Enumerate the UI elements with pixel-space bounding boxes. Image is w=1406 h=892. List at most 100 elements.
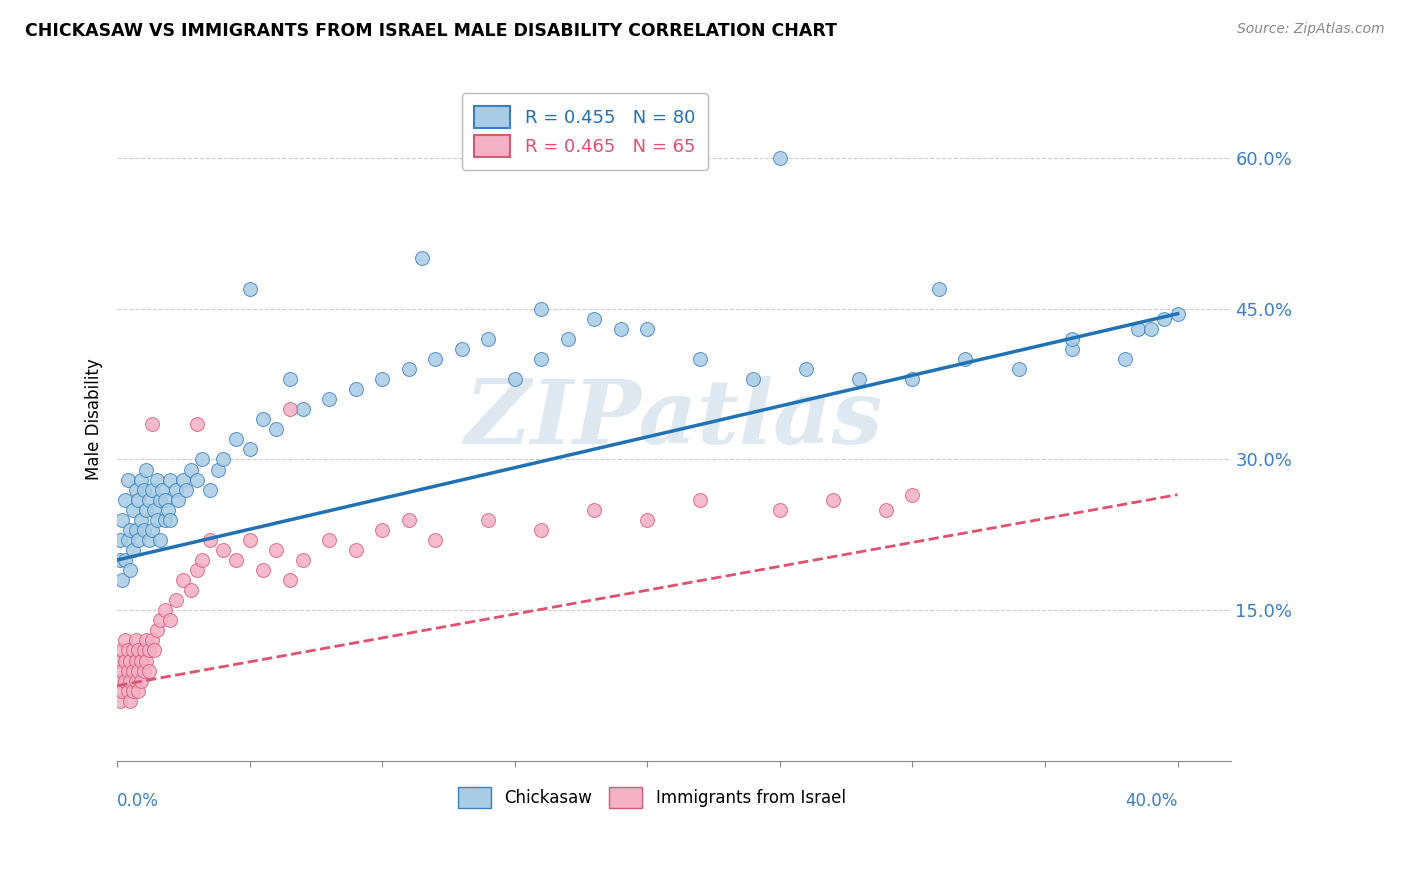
Point bbox=[1007, 362, 1029, 376]
Point bbox=[212, 543, 235, 558]
Point bbox=[689, 492, 711, 507]
Point bbox=[108, 553, 131, 567]
Point bbox=[344, 382, 367, 396]
Point bbox=[125, 633, 148, 648]
Point bbox=[636, 513, 658, 527]
Point bbox=[108, 673, 131, 688]
Point bbox=[186, 563, 208, 577]
Legend: Chickasaw, Immigrants from Israel: Chickasaw, Immigrants from Israel bbox=[451, 780, 852, 814]
Point bbox=[398, 513, 420, 527]
Point bbox=[530, 301, 553, 316]
Point bbox=[143, 502, 166, 516]
Point bbox=[1060, 332, 1083, 346]
Point bbox=[207, 462, 229, 476]
Point bbox=[165, 483, 187, 497]
Point bbox=[1167, 307, 1189, 321]
Point bbox=[530, 523, 553, 537]
Point bbox=[122, 502, 145, 516]
Point bbox=[291, 553, 314, 567]
Point bbox=[583, 311, 606, 326]
Point bbox=[172, 573, 194, 587]
Point bbox=[141, 483, 163, 497]
Point bbox=[138, 664, 160, 678]
Point bbox=[450, 342, 472, 356]
Point bbox=[796, 362, 818, 376]
Point bbox=[875, 502, 897, 516]
Point bbox=[278, 372, 301, 386]
Point bbox=[689, 351, 711, 366]
Point bbox=[371, 523, 394, 537]
Point bbox=[146, 513, 169, 527]
Point bbox=[191, 452, 214, 467]
Point bbox=[125, 523, 148, 537]
Point bbox=[198, 483, 221, 497]
Point bbox=[159, 613, 181, 627]
Point bbox=[150, 483, 173, 497]
Point bbox=[239, 442, 262, 457]
Point bbox=[149, 533, 172, 547]
Point bbox=[132, 523, 155, 537]
Point bbox=[129, 654, 152, 668]
Point bbox=[180, 583, 202, 598]
Point bbox=[111, 573, 134, 587]
Point bbox=[132, 664, 155, 678]
Point bbox=[769, 151, 792, 165]
Point bbox=[149, 613, 172, 627]
Point bbox=[425, 351, 447, 366]
Point bbox=[278, 573, 301, 587]
Point bbox=[117, 473, 139, 487]
Point bbox=[1153, 311, 1175, 326]
Point bbox=[156, 502, 179, 516]
Point bbox=[111, 683, 134, 698]
Point bbox=[129, 673, 152, 688]
Point bbox=[165, 593, 187, 607]
Point bbox=[120, 654, 142, 668]
Point bbox=[1060, 342, 1083, 356]
Point bbox=[114, 673, 136, 688]
Point bbox=[135, 654, 157, 668]
Point bbox=[174, 483, 197, 497]
Point bbox=[141, 633, 163, 648]
Point bbox=[901, 372, 924, 386]
Point bbox=[530, 351, 553, 366]
Point bbox=[264, 422, 287, 436]
Point bbox=[477, 332, 499, 346]
Point bbox=[149, 492, 172, 507]
Point bbox=[769, 502, 792, 516]
Point bbox=[114, 654, 136, 668]
Point bbox=[212, 452, 235, 467]
Point bbox=[291, 402, 314, 417]
Point bbox=[153, 603, 176, 617]
Point bbox=[117, 683, 139, 698]
Point bbox=[120, 694, 142, 708]
Point bbox=[120, 563, 142, 577]
Point bbox=[129, 513, 152, 527]
Point bbox=[125, 654, 148, 668]
Point bbox=[122, 683, 145, 698]
Point bbox=[198, 533, 221, 547]
Point bbox=[108, 694, 131, 708]
Point bbox=[129, 473, 152, 487]
Point bbox=[122, 643, 145, 657]
Point bbox=[239, 533, 262, 547]
Point bbox=[111, 643, 134, 657]
Point bbox=[610, 322, 633, 336]
Point bbox=[398, 362, 420, 376]
Point bbox=[117, 664, 139, 678]
Point bbox=[114, 553, 136, 567]
Point bbox=[278, 402, 301, 417]
Point bbox=[191, 553, 214, 567]
Text: CHICKASAW VS IMMIGRANTS FROM ISRAEL MALE DISABILITY CORRELATION CHART: CHICKASAW VS IMMIGRANTS FROM ISRAEL MALE… bbox=[25, 22, 838, 40]
Point bbox=[583, 502, 606, 516]
Point bbox=[135, 462, 157, 476]
Point bbox=[186, 473, 208, 487]
Point bbox=[138, 492, 160, 507]
Point bbox=[132, 643, 155, 657]
Point bbox=[111, 513, 134, 527]
Y-axis label: Male Disability: Male Disability bbox=[86, 359, 103, 480]
Text: Source: ZipAtlas.com: Source: ZipAtlas.com bbox=[1237, 22, 1385, 37]
Point bbox=[318, 533, 340, 547]
Point bbox=[848, 372, 870, 386]
Point bbox=[138, 643, 160, 657]
Point bbox=[120, 673, 142, 688]
